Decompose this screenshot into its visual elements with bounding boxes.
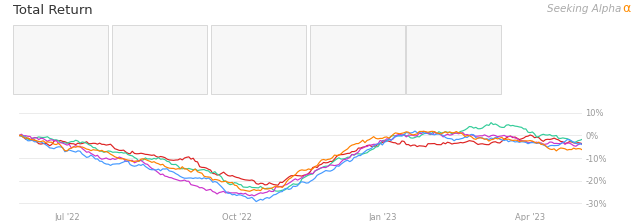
Text: Total Return: Total Return: [17, 52, 58, 58]
Text: 0.76%: 0.76%: [262, 30, 291, 39]
Text: (365 days): (365 days): [314, 87, 348, 92]
Text: since 09/09/2022: since 09/09/2022: [17, 72, 71, 77]
Text: (365 days): (365 days): [116, 87, 149, 92]
Text: 3.93%: 3.93%: [362, 30, 390, 39]
Text: since 09/09/2022: since 09/09/2022: [410, 72, 465, 77]
Text: Total Return: Total Return: [215, 52, 257, 58]
Text: DEM: DEM: [323, 30, 346, 39]
Text: since 09/09/2022: since 09/09/2022: [314, 72, 369, 77]
Text: ●: ●: [17, 30, 24, 39]
Text: ●: ●: [215, 30, 223, 39]
Text: DGS: DGS: [224, 30, 245, 39]
Text: Total Return: Total Return: [116, 52, 157, 58]
Text: since 09/09/2022: since 09/09/2022: [215, 72, 269, 77]
Text: 3.59%: 3.59%: [458, 30, 486, 39]
Text: FNDE: FNDE: [419, 30, 447, 39]
Text: (365 days): (365 days): [17, 87, 50, 92]
Text: EEM: EEM: [125, 30, 146, 39]
Text: -9.58%: -9.58%: [64, 30, 96, 39]
Text: α: α: [622, 2, 630, 15]
Text: ●: ●: [410, 30, 418, 39]
Text: SDEM: SDEM: [26, 30, 55, 39]
Text: ●: ●: [314, 30, 322, 39]
Text: Seeking Alpha: Seeking Alpha: [547, 4, 621, 14]
Text: ●: ●: [116, 30, 124, 39]
Text: -4.69%: -4.69%: [163, 30, 195, 39]
Text: Total Return: Total Return: [410, 52, 452, 58]
Text: (365 days): (365 days): [215, 87, 248, 92]
Text: Total Return: Total Return: [13, 4, 92, 17]
Text: since 09/09/2022: since 09/09/2022: [116, 72, 170, 77]
Text: Total Return: Total Return: [314, 52, 356, 58]
Text: (365 days): (365 days): [410, 87, 444, 92]
